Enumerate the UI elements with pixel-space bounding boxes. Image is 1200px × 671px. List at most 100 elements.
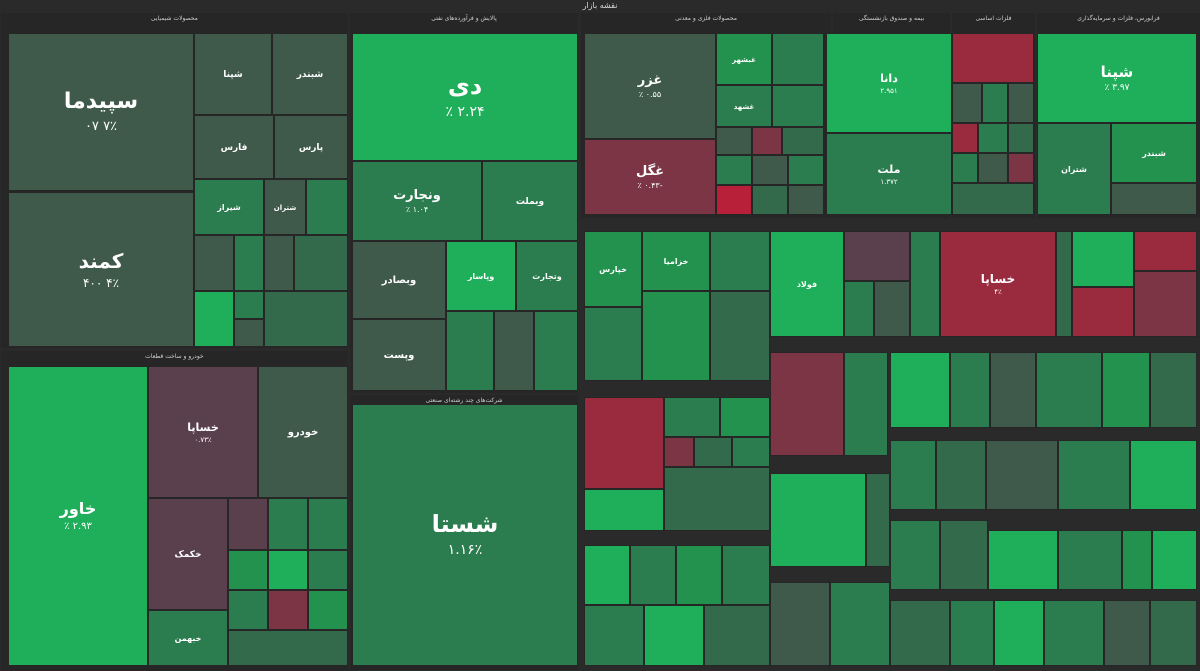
stock-tile[interactable]: وبصادر — [352, 241, 446, 319]
stock-tile[interactable] — [710, 231, 770, 291]
stock-tile[interactable] — [264, 235, 294, 291]
stock-tile[interactable] — [584, 307, 642, 381]
stock-tile[interactable] — [952, 123, 978, 153]
stock-tile[interactable]: دانا ۲.۹۵۱ — [826, 33, 952, 133]
stock-tile[interactable] — [866, 473, 890, 567]
stock-tile[interactable] — [770, 473, 866, 567]
stock-tile[interactable] — [534, 311, 578, 391]
stock-tile[interactable]: وتجارت — [516, 241, 578, 311]
stock-tile[interactable] — [264, 291, 348, 347]
stock-tile[interactable] — [294, 235, 348, 291]
stock-tile[interactable] — [676, 545, 722, 605]
stock-tile[interactable] — [986, 440, 1058, 510]
stock-tile[interactable] — [1150, 352, 1197, 428]
stock-tile[interactable] — [642, 291, 710, 381]
stock-tile[interactable] — [664, 437, 694, 467]
stock-tile[interactable]: شتران — [1037, 123, 1111, 215]
stock-tile[interactable] — [782, 127, 824, 155]
stock-tile[interactable] — [772, 33, 824, 85]
stock-tile[interactable]: ملت ۱.۳۷۲ — [826, 133, 952, 215]
stock-tile[interactable] — [952, 183, 1034, 215]
stock-tile[interactable]: شپنا — [194, 33, 272, 115]
stock-tile[interactable] — [844, 281, 874, 337]
stock-tile[interactable] — [268, 550, 308, 590]
stock-tile[interactable] — [874, 281, 910, 337]
stock-tile[interactable] — [890, 520, 940, 590]
stock-tile[interactable] — [716, 127, 752, 155]
stock-tile[interactable] — [1111, 183, 1197, 215]
stock-tile[interactable] — [1044, 600, 1104, 666]
stock-tile[interactable] — [844, 352, 888, 456]
stock-tile[interactable] — [1008, 83, 1034, 123]
stock-tile[interactable] — [1058, 440, 1130, 510]
stock-tile[interactable]: خکمک — [148, 498, 228, 610]
stock-tile[interactable] — [990, 352, 1036, 428]
stock-tile[interactable] — [1150, 600, 1197, 666]
stock-tile[interactable] — [584, 489, 664, 531]
stock-tile[interactable] — [194, 291, 234, 347]
stock-tile[interactable]: خپارس — [584, 231, 642, 307]
stock-tile[interactable] — [844, 231, 910, 281]
stock-tile[interactable] — [306, 179, 348, 235]
stock-tile[interactable] — [716, 155, 752, 185]
stock-tile[interactable] — [940, 520, 988, 590]
stock-tile[interactable]: دی ۲.۲۴ ٪ — [352, 33, 578, 161]
stock-tile[interactable] — [1056, 231, 1072, 337]
stock-tile[interactable] — [720, 397, 770, 437]
stock-tile[interactable]: خودرو — [258, 366, 348, 498]
stock-tile[interactable] — [952, 33, 1034, 83]
stock-tile[interactable] — [446, 311, 494, 391]
stock-tile[interactable] — [228, 498, 268, 550]
stock-tile[interactable] — [752, 127, 782, 155]
stock-tile[interactable] — [890, 440, 936, 510]
stock-tile[interactable]: وپاسار — [446, 241, 516, 311]
stock-tile[interactable] — [752, 185, 788, 215]
stock-tile[interactable] — [268, 590, 308, 630]
stock-tile[interactable] — [308, 498, 348, 550]
stock-tile[interactable] — [494, 311, 534, 391]
stock-tile[interactable] — [994, 600, 1044, 666]
stock-tile[interactable] — [228, 590, 268, 630]
stock-tile[interactable] — [584, 397, 664, 489]
stock-tile[interactable] — [704, 605, 770, 666]
stock-tile[interactable] — [1130, 440, 1197, 510]
stock-tile[interactable]: غبشهر — [716, 33, 772, 85]
stock-tile[interactable] — [890, 352, 950, 428]
stock-tile[interactable] — [1008, 153, 1034, 183]
stock-tile[interactable] — [936, 440, 986, 510]
stock-tile[interactable] — [1102, 352, 1150, 428]
stock-tile[interactable] — [952, 153, 978, 183]
stock-tile[interactable] — [194, 235, 234, 291]
stock-tile[interactable] — [770, 582, 830, 666]
stock-tile[interactable]: غگل -۰.۴۳ ٪ — [584, 139, 716, 215]
stock-tile[interactable] — [978, 153, 1008, 183]
stock-tile[interactable] — [770, 352, 844, 456]
stock-tile[interactable] — [950, 352, 990, 428]
stock-tile[interactable] — [584, 605, 644, 666]
stock-tile[interactable] — [1008, 123, 1034, 153]
stock-tile[interactable]: کمند ۴٪ ۴۰۰ — [8, 192, 194, 347]
stock-tile[interactable] — [1036, 352, 1102, 428]
stock-tile[interactable] — [988, 530, 1058, 590]
stock-tile[interactable] — [752, 155, 788, 185]
stock-tile[interactable] — [710, 291, 770, 381]
stock-tile[interactable]: شپنا ۳.۹۷ ٪ — [1037, 33, 1197, 123]
stock-tile[interactable] — [584, 545, 630, 605]
stock-tile[interactable] — [978, 123, 1008, 153]
stock-tile[interactable] — [234, 235, 264, 291]
stock-tile[interactable]: شتران — [264, 179, 306, 235]
stock-tile[interactable]: غشهد — [716, 85, 772, 127]
stock-tile[interactable] — [830, 582, 890, 666]
stock-tile[interactable]: شبندر — [1111, 123, 1197, 183]
stock-tile[interactable] — [268, 498, 308, 550]
stock-tile[interactable]: شیراز — [194, 179, 264, 235]
stock-tile[interactable] — [308, 590, 348, 630]
stock-tile[interactable]: سپیدما ۷٪ ۰۷ — [8, 33, 194, 191]
stock-tile[interactable] — [234, 291, 264, 319]
stock-tile[interactable]: شبندر — [272, 33, 348, 115]
stock-tile[interactable]: وبملت — [482, 161, 578, 241]
stock-tile[interactable]: ونجارت ۱.۰۴ ٪ — [352, 161, 482, 241]
stock-tile[interactable] — [1134, 271, 1197, 337]
stock-tile[interactable] — [1122, 530, 1152, 590]
stock-tile[interactable] — [910, 231, 940, 337]
